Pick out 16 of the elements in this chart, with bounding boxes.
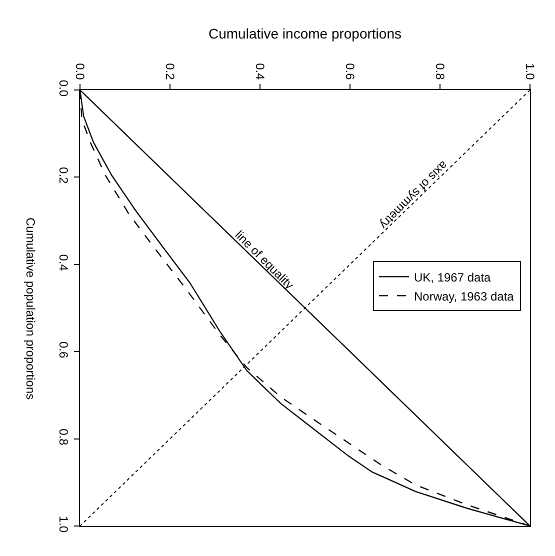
- y-axis-title: Cumulative population proportions: [24, 218, 38, 400]
- y-tick-label: 0.0: [56, 80, 71, 97]
- legend-label: UK, 1967 data: [414, 270, 492, 284]
- x-tick-label: 0.6: [343, 63, 358, 80]
- y-tick-label: 0.6: [56, 341, 71, 358]
- y-tick-label: 0.2: [56, 167, 71, 184]
- y-tick-label: 0.8: [56, 428, 71, 446]
- legend-label: Norway, 1963 data: [414, 289, 514, 304]
- y-tick-label: 1.0: [56, 516, 71, 533]
- x-tick-label: 0.2: [163, 63, 178, 80]
- x-tick-label: 1.0: [523, 63, 538, 80]
- x-tick-label: 0.8: [433, 63, 448, 80]
- x-tick-label: 0.0: [73, 63, 88, 80]
- y-tick-label: 0.4: [56, 254, 71, 272]
- x-tick-label: 0.4: [253, 63, 268, 80]
- x-axis-title: Cumulative income proportions: [208, 26, 402, 42]
